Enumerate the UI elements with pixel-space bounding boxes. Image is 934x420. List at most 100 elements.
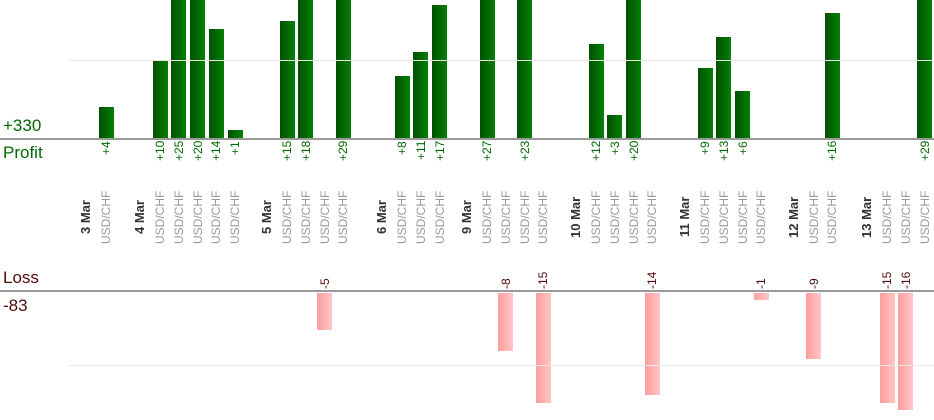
- loss-bar[interactable]: [536, 293, 551, 403]
- profit-bar[interactable]: [480, 0, 495, 138]
- profit-value-label: +29: [918, 141, 932, 162]
- date-label: 9 Mar: [459, 200, 474, 234]
- profit-value-label: +9: [698, 141, 712, 155]
- profit-value-label: +13: [717, 141, 731, 162]
- profit-bar[interactable]: [716, 37, 731, 138]
- loss-gridline: [68, 365, 934, 366]
- profit-total-label: +330: [3, 116, 42, 135]
- loss-value-label: -16: [899, 271, 913, 289]
- profit-gridline: [68, 60, 934, 61]
- profit-value-label: +27: [480, 141, 494, 162]
- instrument-label: USD/CHF: [518, 190, 532, 244]
- instrument-label: USD/CHF: [191, 190, 205, 244]
- profit-bar[interactable]: [517, 0, 532, 138]
- instrument-label: USD/CHF: [153, 190, 167, 244]
- instrument-label: USD/CHF: [736, 190, 750, 244]
- loss-plot-area: [0, 293, 934, 420]
- profit-bar[interactable]: [698, 68, 713, 138]
- instrument-label: USD/CHF: [589, 190, 603, 244]
- profit-value-label: +25: [172, 141, 186, 162]
- profit-bar[interactable]: [228, 130, 243, 138]
- profit-value-label: +20: [627, 141, 641, 162]
- loss-bar[interactable]: [806, 293, 821, 359]
- instrument-label: USD/CHF: [825, 190, 839, 244]
- date-label: 5 Mar: [259, 200, 274, 234]
- instrument-label: USD/CHF: [627, 190, 641, 244]
- profit-value-label: +1: [228, 141, 242, 155]
- profit-bar[interactable]: [626, 0, 641, 138]
- profit-axis-line: [0, 138, 934, 140]
- instrument-label: USD/CHF: [228, 190, 242, 244]
- instrument-label: USD/CHF: [99, 190, 113, 244]
- profit-bar[interactable]: [413, 52, 428, 138]
- instrument-label: USD/CHF: [918, 190, 932, 244]
- profit-bar[interactable]: [99, 107, 114, 138]
- profit-value-label: +14: [209, 141, 223, 162]
- profit-bar[interactable]: [298, 0, 313, 138]
- instrument-label: USD/CHF: [717, 190, 731, 244]
- profit-plot-area: [0, 0, 934, 138]
- profit-value-label: +12: [589, 141, 603, 162]
- profit-value-label: +6: [736, 141, 750, 155]
- loss-axis-line: [0, 290, 934, 292]
- loss-bar[interactable]: [754, 293, 769, 300]
- profit-bar[interactable]: [607, 115, 622, 138]
- instrument-label: USD/CHF: [280, 190, 294, 244]
- instrument-label: USD/CHF: [395, 190, 409, 244]
- loss-value-label: -1: [754, 278, 768, 289]
- profit-value-label: +16: [825, 141, 839, 162]
- loss-bar[interactable]: [498, 293, 513, 351]
- loss-value-label: -5: [318, 278, 332, 289]
- instrument-label: USD/CHF: [433, 190, 447, 244]
- loss-total-label: -83: [3, 296, 28, 315]
- profit-value-label: +4: [99, 141, 113, 155]
- date-label: 10 Mar: [568, 196, 583, 238]
- date-label: 4 Mar: [132, 200, 147, 234]
- profit-value-label: +17: [433, 141, 447, 162]
- instrument-label: USD/CHF: [336, 190, 350, 244]
- loss-value-label: -9: [807, 278, 821, 289]
- instrument-label: USD/CHF: [414, 190, 428, 244]
- profit-value-label: +29: [336, 141, 350, 162]
- loss-bar[interactable]: [898, 293, 913, 410]
- profit-value-label: +20: [191, 141, 205, 162]
- profit-value-label: +23: [518, 141, 532, 162]
- profit-axis-title: Profit: [3, 143, 43, 162]
- profit-bar[interactable]: [336, 0, 351, 138]
- loss-value-label: -15: [880, 271, 894, 289]
- instrument-label: USD/CHF: [299, 190, 313, 244]
- date-label: 6 Mar: [374, 200, 389, 234]
- loss-bar[interactable]: [317, 293, 332, 330]
- instrument-label: USD/CHF: [480, 190, 494, 244]
- instrument-label: USD/CHF: [209, 190, 223, 244]
- profit-value-label: +3: [608, 141, 622, 155]
- loss-axis-title: Loss: [3, 268, 39, 287]
- profit-value-label: +15: [280, 141, 294, 162]
- profit-bar[interactable]: [153, 60, 168, 138]
- date-label: 3 Mar: [78, 200, 93, 234]
- loss-bar[interactable]: [645, 293, 660, 395]
- profit-bar[interactable]: [735, 91, 750, 138]
- instrument-label: USD/CHF: [698, 190, 712, 244]
- profit-value-label: +18: [299, 141, 313, 162]
- instrument-label: USD/CHF: [172, 190, 186, 244]
- profit-bar[interactable]: [171, 0, 186, 138]
- profit-bar[interactable]: [589, 44, 604, 138]
- loss-bar[interactable]: [880, 293, 895, 403]
- profit-bar[interactable]: [825, 13, 840, 138]
- profit-bar[interactable]: [432, 5, 447, 138]
- profit-bar[interactable]: [209, 29, 224, 138]
- loss-value-label: -14: [645, 271, 659, 289]
- profit-value-label: +11: [414, 141, 428, 161]
- profit-bar[interactable]: [395, 76, 410, 138]
- date-label: 12 Mar: [785, 196, 801, 238]
- profit-value-label: +10: [153, 141, 167, 162]
- profit-bar[interactable]: [280, 21, 295, 138]
- instrument-label: USD/CHF: [608, 190, 622, 244]
- loss-value-label: -15: [536, 271, 550, 289]
- profit-bar[interactable]: [917, 0, 932, 138]
- loss-value-label: -8: [499, 278, 513, 289]
- profit-value-label: +8: [395, 141, 409, 155]
- profit-bar[interactable]: [190, 0, 205, 138]
